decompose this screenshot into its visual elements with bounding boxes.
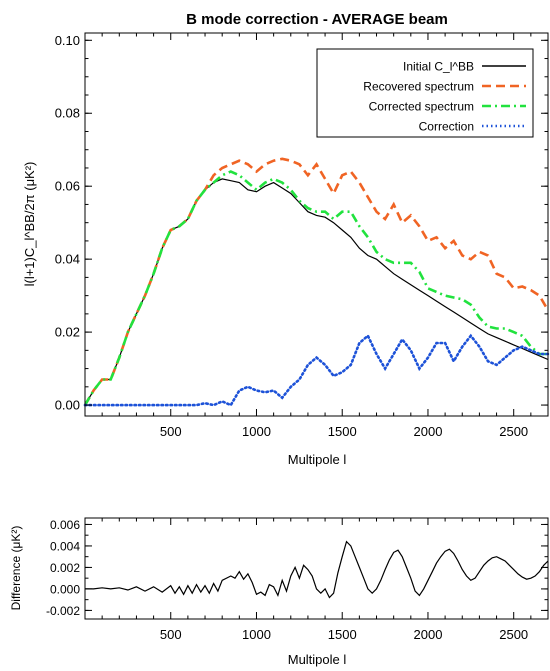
legend-label-0: Initial C_l^BB (403, 60, 474, 74)
bottom-x-axis-label: Multipole l (288, 652, 347, 667)
top-x-tick-label-2: 1500 (328, 424, 357, 439)
top-x-tick-label-4: 2500 (499, 424, 528, 439)
bottom-y-tick-label-1: 0.000 (50, 582, 80, 596)
top-x-axis: 500 1000 1500 2000 2500 (101, 33, 532, 439)
bottom-plot-area (85, 540, 549, 599)
bottom-x-tick-label-1: 1000 (242, 627, 271, 642)
top-x-tick-label-3: 2000 (414, 424, 443, 439)
bottom-y-tick-label-3: 0.004 (50, 539, 80, 553)
chart-title: B mode correction - AVERAGE beam (186, 11, 448, 28)
bottom-y-tick-label-4: 0.006 (50, 518, 80, 532)
bottom-plot-frame (84, 517, 549, 620)
top-y-tick-label-4: 0.08 (55, 106, 80, 121)
bottom-y-axis: -0.002 0.000 0.002 0.004 0.006 (46, 518, 548, 618)
top-plot-area (83, 157, 550, 407)
legend: Initial C_l^BB Recovered spectrum Correcte… (316, 48, 534, 138)
legend-box (316, 48, 534, 138)
top-x-axis-label: Multipole l (288, 452, 347, 467)
legend-items: Initial C_l^BB Recovered spectrum Correcte… (363, 60, 526, 134)
legend-label-1: Recovered spectrum (363, 80, 474, 94)
top-y-tick-label-0: 0.00 (55, 398, 80, 413)
top-panel: 500 1000 1500 2000 2500 0.00 0.02 0.04 0.06 0.08… (22, 32, 550, 467)
top-y-tick-label-1: 0.02 (55, 325, 80, 340)
top-series-2-line (83, 170, 548, 406)
bottom-y-axis-label: Difference (μK²) (9, 526, 23, 611)
legend-label-2: Corrected spectrum (369, 100, 474, 114)
bottom-panel: 500 1000 1500 2000 2500 -0.002 0.000 0.002 0.00… (9, 517, 549, 667)
top-y-tick-label-3: 0.06 (55, 179, 80, 194)
top-x-tick-label-0: 500 (160, 424, 182, 439)
bottom-x-tick-label-3: 2000 (414, 627, 443, 642)
bottom-x-tick-label-2: 1500 (328, 627, 357, 642)
top-plot-frame (84, 32, 549, 417)
bottom-y-tick-label-0: -0.002 (46, 604, 80, 618)
bottom-x-axis: 500 1000 1500 2000 2500 (101, 518, 532, 642)
top-y-axis: 0.00 0.02 0.04 0.06 0.08 0.10 (55, 33, 548, 413)
bottom-x-tick-label-4: 2500 (499, 627, 528, 642)
top-series-3-line (83, 333, 550, 407)
top-y-tick-label-5: 0.10 (55, 33, 80, 48)
bottom-x-tick-label-0: 500 (160, 627, 182, 642)
top-series-1-line (83, 157, 550, 406)
legend-label-3: Correction (419, 120, 474, 134)
top-y-tick-label-2: 0.04 (55, 252, 80, 267)
top-y-axis-label: l(l+1)C_l^BB/2π (μK²) (22, 162, 37, 287)
top-series-0-line (84, 178, 549, 406)
bottom-y-tick-label-2: 0.002 (50, 561, 80, 575)
top-x-tick-label-1: 1000 (242, 424, 271, 439)
bottom-series-0-line (85, 540, 549, 599)
